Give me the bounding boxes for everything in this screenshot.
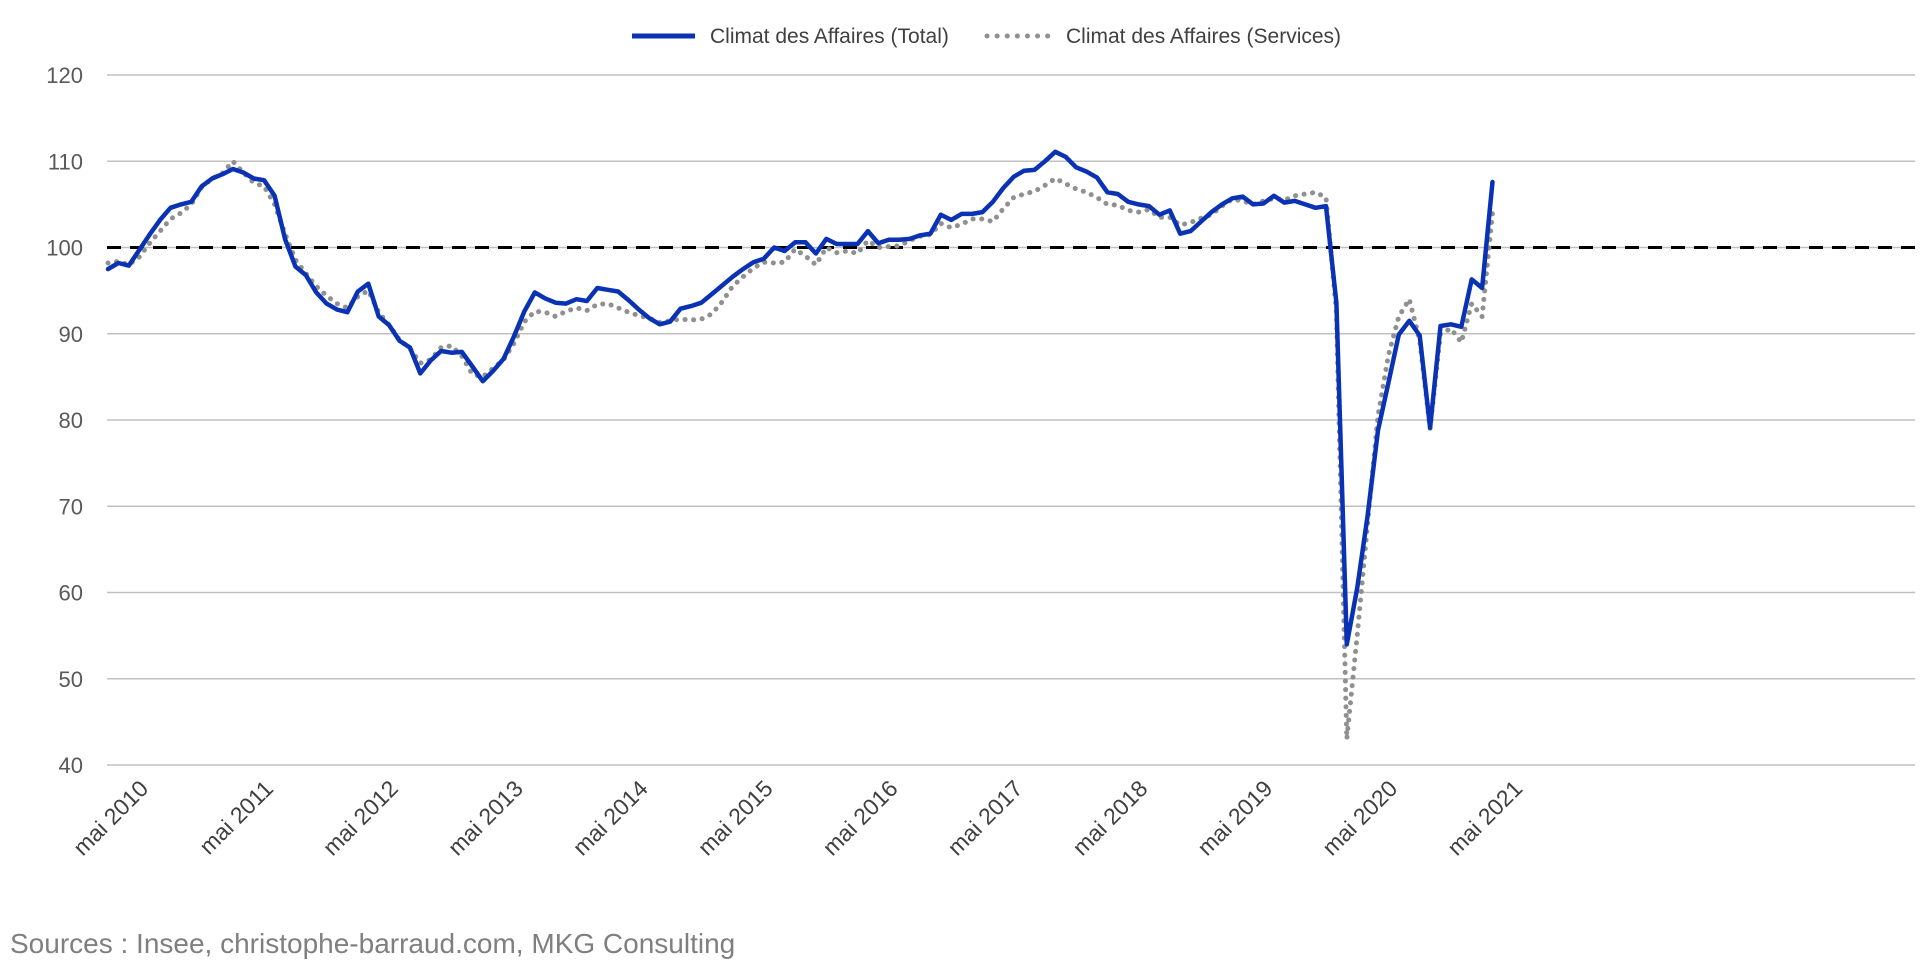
legend-label-services: Climat des Affaires (Services) — [1066, 25, 1341, 48]
x-tick-label: mai 2011 — [194, 775, 278, 859]
y-tick-label: 60 — [59, 581, 83, 606]
source-note: Sources : Insee, christophe-barraud.com,… — [10, 928, 736, 959]
y-tick-label: 70 — [59, 494, 83, 519]
x-tick-label: mai 2010 — [68, 775, 153, 860]
y-tick-label: 50 — [59, 667, 83, 692]
x-axis-ticks: mai 2010 mai 2011 mai 2012 mai 2013 mai 2014… — [68, 775, 1527, 860]
x-tick-label: mai 2018 — [1067, 775, 1152, 860]
series-lines — [105, 149, 1495, 742]
x-tick-label: mai 2020 — [1317, 775, 1402, 860]
y-tick-label: 120 — [46, 63, 83, 88]
legend-label-total: Climat des Affaires (Total) — [710, 25, 949, 48]
x-tick-label: mai 2013 — [443, 775, 528, 860]
x-tick-label: mai 2017 — [942, 775, 1027, 860]
y-tick-label: 40 — [59, 753, 83, 778]
x-tick-label: mai 2019 — [1192, 775, 1277, 860]
x-tick-label: mai 2014 — [568, 775, 653, 860]
y-tick-label: 100 — [46, 236, 83, 261]
series-line-total — [105, 149, 1495, 647]
y-tick-label: 80 — [59, 408, 83, 433]
y-tick-label: 110 — [48, 149, 83, 174]
x-tick-label: mai 2012 — [318, 775, 403, 860]
y-axis-ticks: 40 50 60 70 80 90 100 110 120 — [46, 63, 83, 778]
legend: Climat des Affaires (Total) Climat des Af… — [632, 25, 1341, 48]
y-tick-label: 90 — [59, 322, 83, 347]
x-tick-label: mai 2021 — [1442, 775, 1527, 860]
x-tick-label: mai 2015 — [692, 775, 777, 860]
x-tick-label: mai 2016 — [817, 775, 902, 860]
